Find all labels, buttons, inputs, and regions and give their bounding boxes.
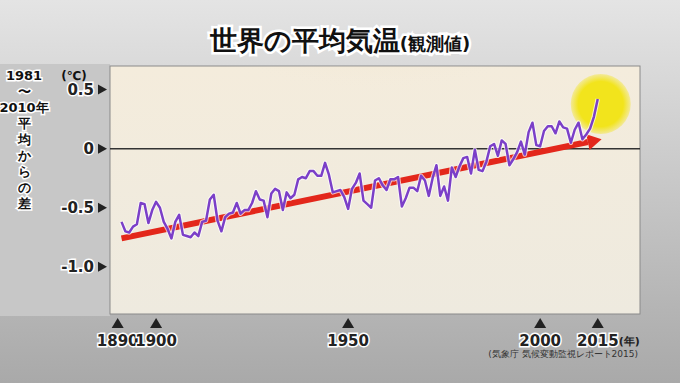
- y-axis-label-part: 1981: [6, 68, 42, 83]
- x-tick: [534, 318, 546, 328]
- axis-panel: [0, 64, 110, 316]
- y-axis-label-part: 〜: [18, 84, 31, 99]
- chart: 0.5 0 -0.5 -1.0 18901900 1950 2000 2015(年) 世界の平均…: [0, 0, 680, 383]
- y-unit: (℃): [61, 69, 87, 83]
- x-tick: [592, 318, 604, 328]
- y-axis-label-part: 均: [17, 132, 31, 147]
- title: 世界の平均気温: [209, 25, 400, 56]
- trend-line: [122, 142, 588, 238]
- y-tick-label: -1.0: [61, 258, 94, 276]
- x-tick-label: 2015: [577, 332, 619, 350]
- y-tick-label: 0: [84, 140, 94, 158]
- x-tick: [112, 318, 124, 328]
- title-text: 世界の平均気温(観測値): [209, 25, 470, 56]
- y-axis-label-part: 2010年: [0, 100, 49, 115]
- x-tick: [150, 318, 162, 328]
- y-tick-label: 0.5: [67, 81, 94, 99]
- trend-arrowhead: [586, 134, 601, 150]
- subtitle: (観測値): [400, 33, 470, 54]
- y-axis-label: 1981〜2010年平均からの差: [0, 68, 49, 211]
- data-group: [122, 99, 602, 238]
- y-axis-label-part: か: [17, 148, 32, 163]
- y-axis-label-part: の: [18, 180, 31, 195]
- y-axis-label-part: 平: [17, 116, 31, 131]
- y-axis-label-part: ら: [18, 164, 31, 179]
- y-axis-label-part: 差: [17, 196, 31, 211]
- x-unit: (年): [619, 335, 640, 348]
- series-line: [122, 99, 598, 238]
- y-tick-label: -0.5: [61, 199, 94, 217]
- y-tick: [98, 262, 107, 272]
- x-tick-label: 1900: [135, 332, 177, 350]
- x-tick-label: 1950: [327, 332, 369, 350]
- source: (気象庁 気候変動監視レポート2015): [488, 349, 638, 359]
- y-tick: [98, 144, 107, 154]
- y-tick: [98, 203, 107, 213]
- x-tick-label: 1890: [97, 332, 139, 350]
- y-tick: [98, 85, 107, 95]
- x-tick: [342, 318, 354, 328]
- x-tick-label: 2000: [519, 332, 561, 350]
- background: [0, 0, 680, 383]
- series-line-halo: [122, 99, 598, 238]
